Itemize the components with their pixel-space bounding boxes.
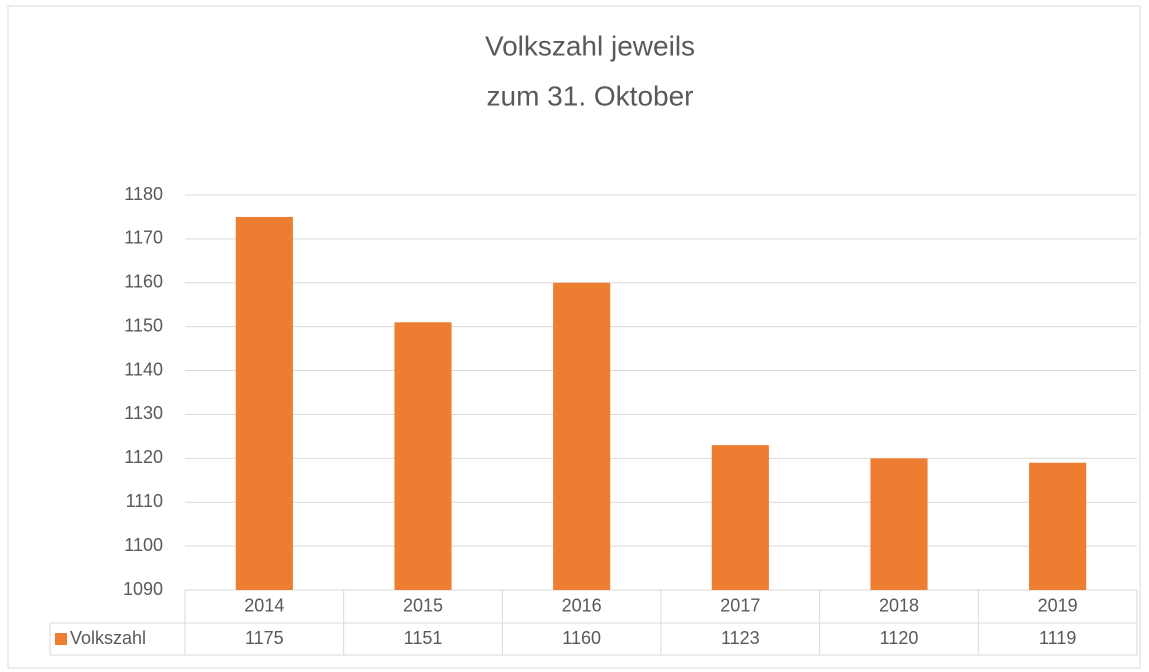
bar <box>394 322 452 590</box>
y-tick-label: 1120 <box>124 447 163 467</box>
chart-title: Volkszahl jeweils <box>485 30 695 61</box>
y-tick-label: 1140 <box>124 359 163 379</box>
table-value: 1160 <box>562 628 601 648</box>
x-tick-label: 2016 <box>562 595 602 615</box>
bar <box>553 282 611 590</box>
x-tick-label: 2017 <box>720 595 760 615</box>
legend-key <box>55 633 67 645</box>
table-value: 1151 <box>404 628 443 648</box>
chart-title: zum 31. Oktober <box>487 80 694 111</box>
bar <box>711 445 769 590</box>
y-tick-label: 1110 <box>126 491 163 511</box>
bar <box>1029 462 1087 590</box>
y-tick-label: 1130 <box>124 403 163 423</box>
y-tick-label: 1090 <box>123 579 163 599</box>
table-value: 1123 <box>721 628 760 648</box>
legend-label: Volkszahl <box>70 628 146 648</box>
table-value: 1120 <box>880 628 919 648</box>
x-tick-label: 2014 <box>244 595 284 615</box>
bar <box>870 458 928 590</box>
x-tick-label: 2015 <box>403 595 443 615</box>
y-tick-label: 1160 <box>124 272 163 292</box>
y-tick-label: 1150 <box>124 315 163 335</box>
table-value: 1119 <box>1039 628 1076 648</box>
y-tick-label: 1180 <box>124 184 163 204</box>
y-tick-label: 1170 <box>124 228 163 248</box>
bar <box>235 216 293 590</box>
x-tick-label: 2019 <box>1038 595 1078 615</box>
x-tick-label: 2018 <box>879 595 919 615</box>
table-value: 1175 <box>245 628 284 648</box>
y-tick-label: 1100 <box>124 535 163 555</box>
